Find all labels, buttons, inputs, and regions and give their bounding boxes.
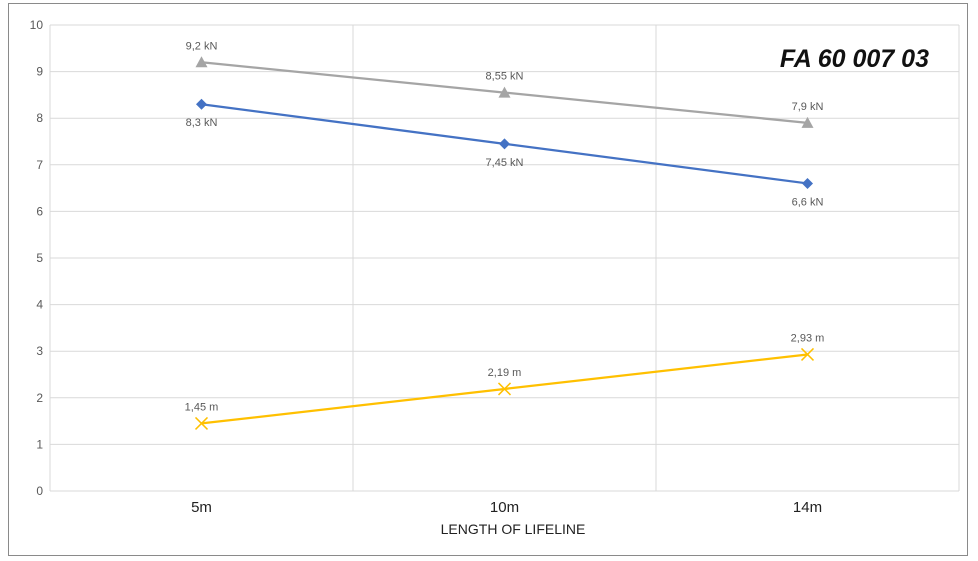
chart-title: FA 60 007 03 <box>780 45 929 73</box>
diamond-marker <box>802 177 813 189</box>
diamond-marker <box>196 98 207 110</box>
x-marker-stroke <box>497 382 512 396</box>
data-label: 2,19 m <box>488 367 522 379</box>
y-tick-label: 3 <box>36 344 43 358</box>
gridlines <box>49 24 960 492</box>
data-label: 8,55 kN <box>486 71 524 83</box>
triangle-marker <box>498 86 511 98</box>
y-tick-label: 0 <box>36 484 43 498</box>
x-tick-label: 10m <box>490 499 519 516</box>
triangle-marker <box>195 56 208 68</box>
data-label: 9,2 kN <box>186 40 218 52</box>
data-label: 7,9 kN <box>792 101 824 113</box>
diamond-marker <box>499 138 510 150</box>
y-tick-label: 6 <box>36 204 43 218</box>
series-lines <box>194 56 815 430</box>
y-tick-label: 8 <box>36 111 43 125</box>
data-label: 7,45 kN <box>486 157 524 169</box>
data-labels: 9,2 kN 8,55 kN 7,9 kN 8,3 kN 7,45 kN 6,6 kN 1,… <box>185 40 825 413</box>
x-marker <box>497 382 512 396</box>
y-tick-label: 5 <box>36 251 43 265</box>
line-chart: 0 1 2 3 4 5 6 7 8 9 10 5m 10m 14m 9,2 kN 8,55 kN 7,9 k… <box>30 18 960 537</box>
x-marker-stroke <box>800 347 815 361</box>
chart-frame: 0 1 2 3 4 5 6 7 8 9 10 5m 10m 14m 9,2 kN 8,55 kN 7,9 k… <box>8 3 968 556</box>
y-tick-label: 7 <box>36 158 43 172</box>
y-tick-label: 9 <box>36 65 43 79</box>
x-marker-stroke <box>194 416 209 430</box>
x-axis-ticks: 5m 10m 14m <box>191 499 822 516</box>
y-tick-label: 4 <box>36 298 43 312</box>
data-label: 6,6 kN <box>792 196 824 208</box>
x-marker <box>800 347 815 361</box>
y-tick-label: 10 <box>30 18 44 32</box>
x-tick-label: 5m <box>191 499 212 516</box>
triangle-marker <box>801 116 814 128</box>
x-tick-label: 14m <box>793 499 822 516</box>
y-axis-ticks: 0 1 2 3 4 5 6 7 8 9 10 <box>30 18 44 498</box>
x-axis-title: LENGTH OF LIFELINE <box>441 521 586 537</box>
data-label: 2,93 m <box>791 332 825 344</box>
y-tick-label: 2 <box>36 391 43 405</box>
data-label: 1,45 m <box>185 401 219 413</box>
y-tick-label: 1 <box>36 437 43 451</box>
data-label: 8,3 kN <box>186 117 218 129</box>
x-marker <box>194 416 209 430</box>
